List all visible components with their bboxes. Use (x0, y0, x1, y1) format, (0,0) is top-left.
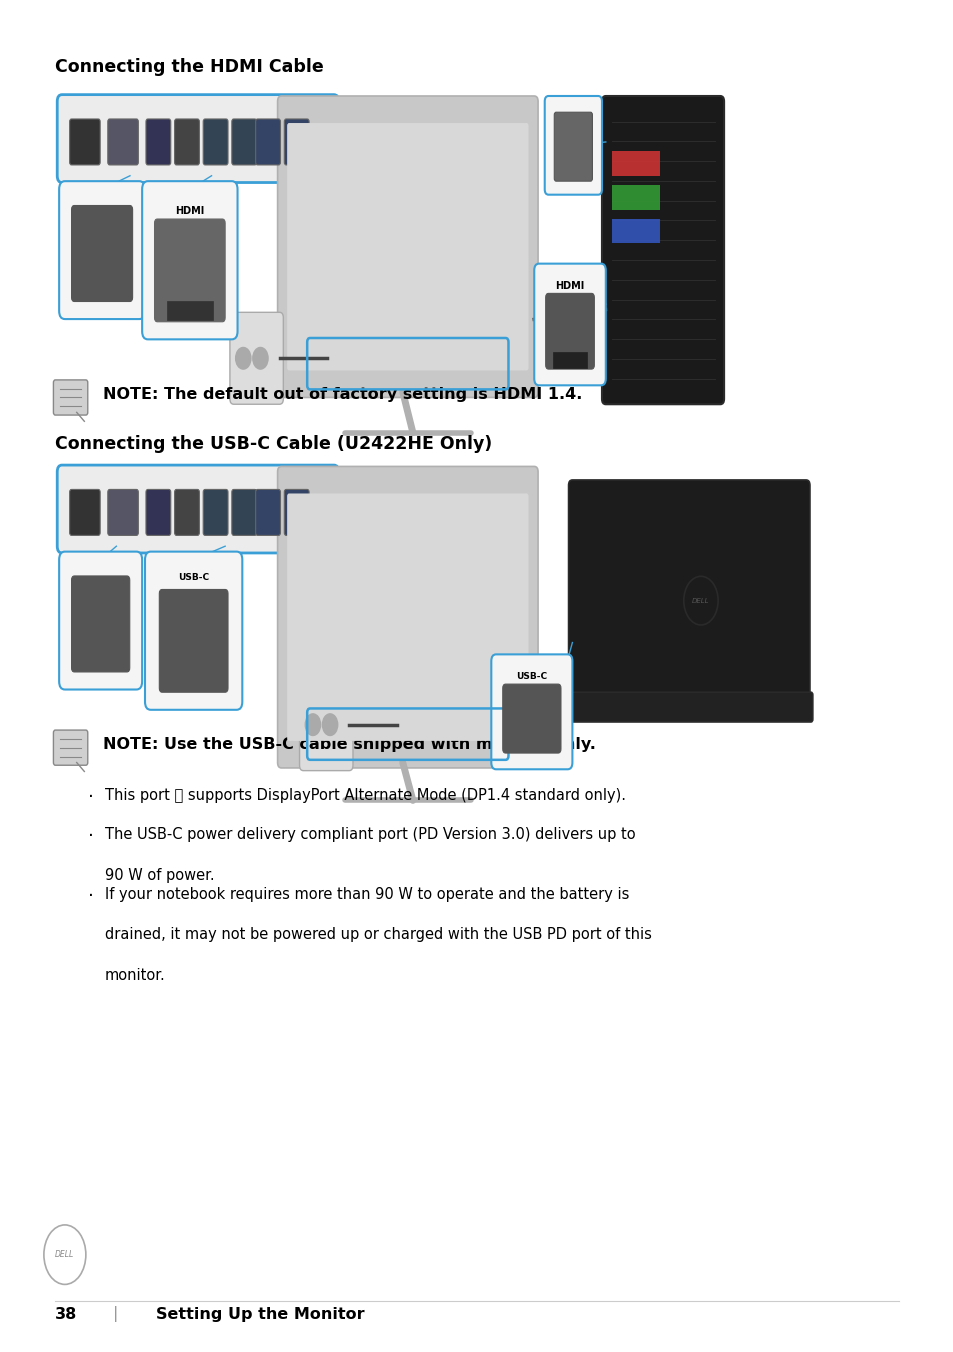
Text: drained, it may not be powered up or charged with the USB PD port of this: drained, it may not be powered up or cha… (105, 927, 651, 942)
Text: monitor.: monitor. (105, 968, 166, 983)
FancyBboxPatch shape (146, 119, 171, 165)
FancyBboxPatch shape (232, 489, 256, 535)
FancyBboxPatch shape (53, 730, 88, 765)
Text: |: | (112, 1306, 118, 1322)
Text: ·: · (88, 788, 93, 807)
Text: Setting Up the Monitor: Setting Up the Monitor (155, 1307, 364, 1322)
FancyBboxPatch shape (70, 489, 100, 535)
FancyBboxPatch shape (284, 119, 309, 165)
FancyBboxPatch shape (287, 123, 528, 370)
FancyBboxPatch shape (544, 96, 601, 195)
FancyBboxPatch shape (611, 185, 659, 210)
Text: ·: · (88, 827, 93, 846)
FancyBboxPatch shape (554, 112, 592, 181)
FancyBboxPatch shape (565, 692, 812, 722)
FancyBboxPatch shape (142, 181, 237, 339)
Text: The USB-C power delivery compliant port (PD Version 3.0) delivers up to: The USB-C power delivery compliant port … (105, 827, 635, 842)
FancyBboxPatch shape (491, 654, 572, 769)
FancyBboxPatch shape (174, 489, 199, 535)
FancyBboxPatch shape (53, 380, 88, 415)
FancyBboxPatch shape (230, 312, 283, 404)
Text: ·: · (88, 887, 93, 906)
Text: If your notebook requires more than 90 W to operate and the battery is: If your notebook requires more than 90 W… (105, 887, 629, 902)
FancyBboxPatch shape (611, 151, 659, 176)
FancyBboxPatch shape (277, 466, 537, 768)
Text: DELL: DELL (692, 598, 709, 603)
FancyBboxPatch shape (70, 119, 100, 165)
FancyBboxPatch shape (108, 119, 138, 165)
Text: HDMI: HDMI (175, 206, 204, 215)
FancyBboxPatch shape (232, 119, 256, 165)
FancyBboxPatch shape (611, 219, 659, 243)
FancyBboxPatch shape (568, 480, 809, 700)
FancyBboxPatch shape (284, 489, 309, 535)
FancyBboxPatch shape (502, 684, 560, 753)
Text: This port ⓓ supports DisplayPort Alternate Mode (DP1.4 standard only).: This port ⓓ supports DisplayPort Alterna… (105, 788, 625, 803)
Text: USB-C: USB-C (178, 573, 209, 583)
FancyBboxPatch shape (146, 489, 171, 535)
FancyBboxPatch shape (601, 96, 723, 404)
FancyBboxPatch shape (203, 119, 228, 165)
FancyBboxPatch shape (57, 465, 338, 553)
FancyBboxPatch shape (159, 589, 228, 692)
FancyBboxPatch shape (108, 489, 138, 535)
FancyBboxPatch shape (255, 489, 280, 535)
Circle shape (253, 347, 268, 369)
FancyBboxPatch shape (277, 96, 537, 397)
Circle shape (44, 1225, 86, 1284)
FancyBboxPatch shape (59, 181, 145, 319)
Text: HDMI: HDMI (555, 281, 584, 291)
FancyBboxPatch shape (553, 352, 586, 368)
Text: NOTE: The default out of factory setting is HDMI 1.4.: NOTE: The default out of factory setting… (103, 387, 581, 403)
FancyBboxPatch shape (255, 119, 280, 165)
FancyBboxPatch shape (57, 95, 338, 183)
FancyBboxPatch shape (167, 301, 213, 320)
Text: DELL: DELL (55, 1251, 74, 1259)
Circle shape (305, 714, 320, 735)
Text: 38: 38 (55, 1307, 77, 1322)
Circle shape (235, 347, 251, 369)
FancyBboxPatch shape (287, 493, 528, 741)
Text: Connecting the HDMI Cable: Connecting the HDMI Cable (55, 58, 324, 76)
Text: NOTE: Use the USB-C cable shipped with monitor only.: NOTE: Use the USB-C cable shipped with m… (103, 737, 596, 753)
FancyBboxPatch shape (71, 576, 130, 672)
Text: 90 W of power.: 90 W of power. (105, 868, 214, 883)
Text: USB-C: USB-C (516, 672, 547, 681)
FancyBboxPatch shape (154, 219, 225, 322)
FancyBboxPatch shape (534, 264, 605, 385)
FancyBboxPatch shape (145, 552, 242, 710)
FancyBboxPatch shape (59, 552, 142, 690)
Text: Connecting the USB-C Cable (U2422HE Only): Connecting the USB-C Cable (U2422HE Only… (55, 435, 492, 453)
FancyBboxPatch shape (71, 206, 132, 301)
FancyBboxPatch shape (203, 489, 228, 535)
Circle shape (322, 714, 337, 735)
FancyBboxPatch shape (174, 119, 199, 165)
FancyBboxPatch shape (299, 679, 353, 771)
FancyBboxPatch shape (545, 293, 594, 369)
